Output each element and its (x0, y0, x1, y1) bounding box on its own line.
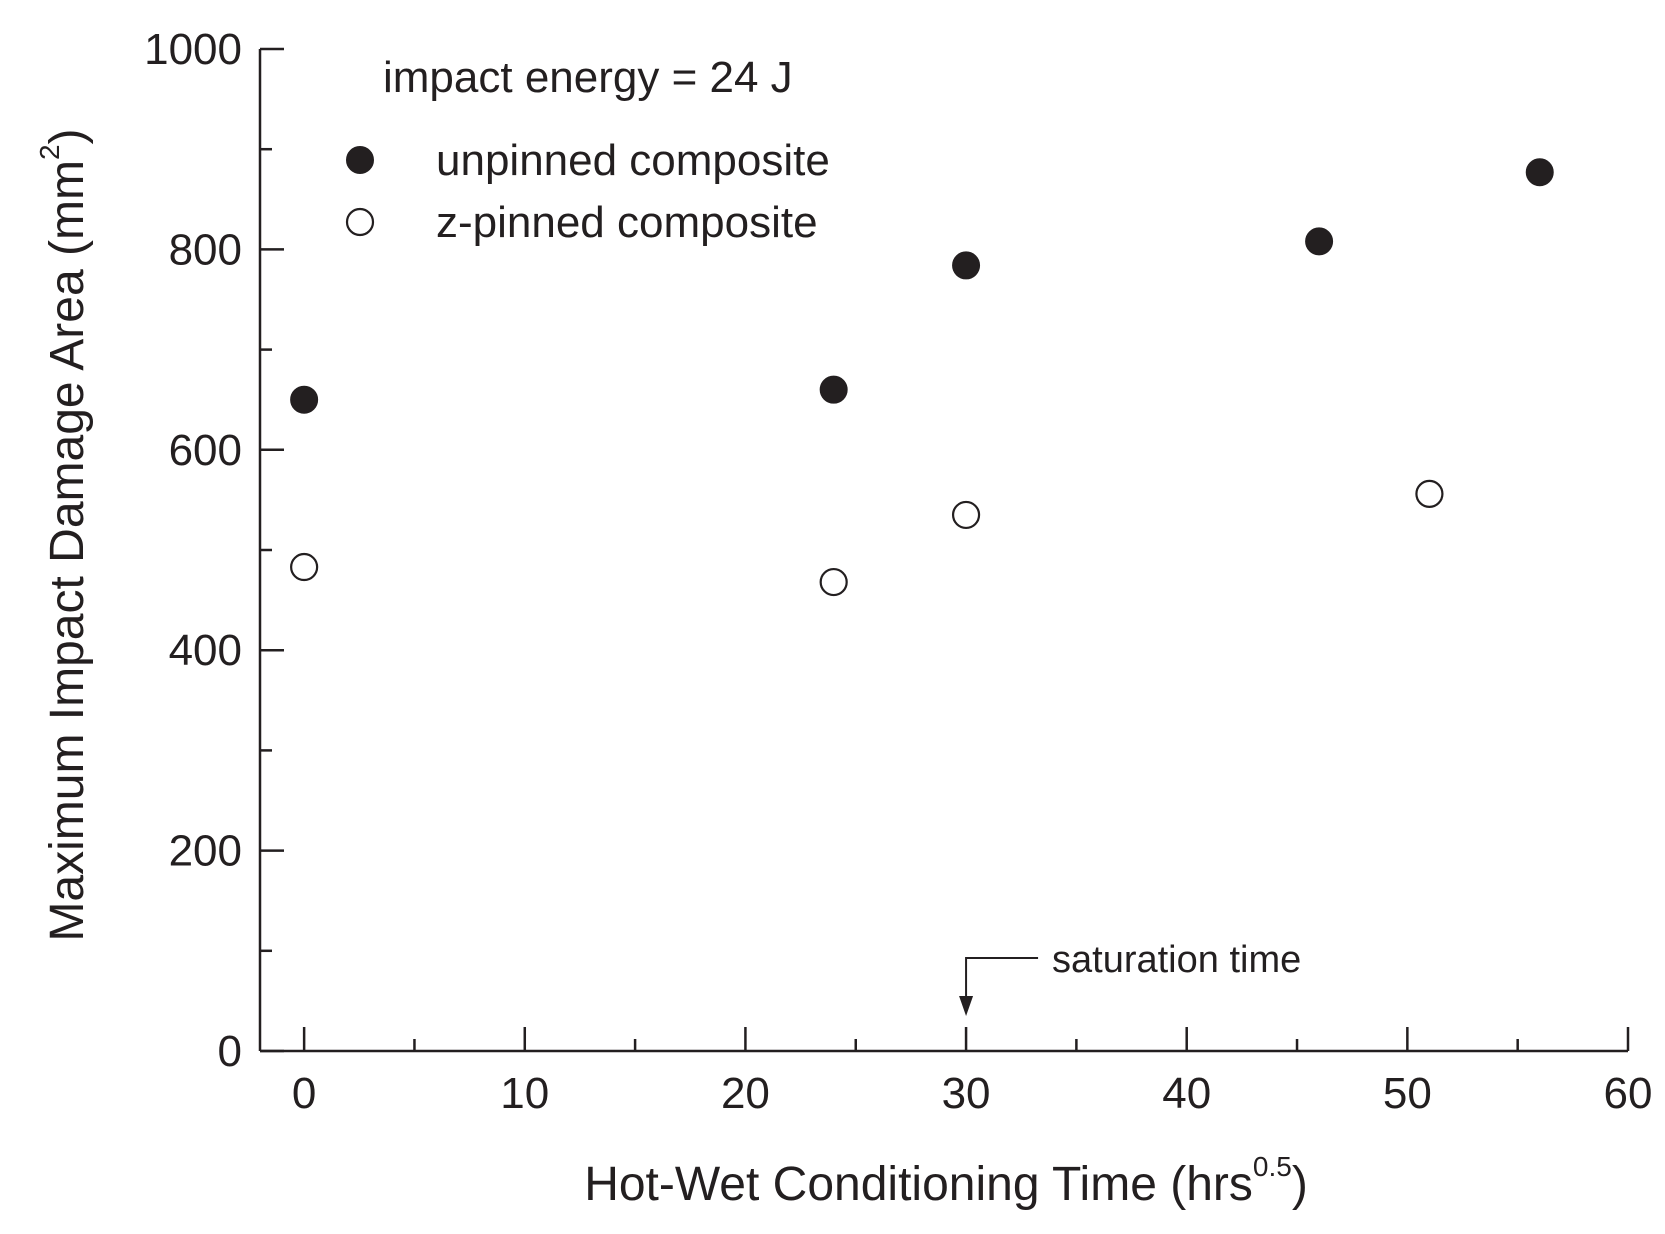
y-axis-title: Maximum Impact Damage Area (mm2) (34, 128, 94, 941)
data-points (290, 158, 1554, 597)
zpinned-point (290, 552, 319, 582)
saturation-arrow-icon (959, 996, 974, 1016)
y-tick-label: 600 (169, 426, 242, 475)
saturation-annotation: saturation time (959, 939, 1301, 1016)
saturation-leader-line (965, 957, 1039, 1000)
unpinned-point (290, 385, 319, 414)
saturation-label: saturation time (1052, 939, 1301, 981)
x-tick-label: 50 (1383, 1069, 1432, 1118)
y-tick-label: 1000 (144, 25, 242, 74)
y-axis-title-main: Maximum Impact Damage Area (mm (41, 160, 94, 942)
zpinned-point (819, 567, 848, 597)
y-tick-label: 200 (169, 827, 242, 876)
x-axis-title-superscript: 0.5 (1253, 1151, 1292, 1182)
x-tick-label: 60 (1604, 1069, 1653, 1118)
unpinned-point (1525, 158, 1554, 187)
zpinned-point (951, 500, 981, 530)
legend-marker-unpinned (346, 146, 374, 174)
legend-marker-zpinned (345, 207, 375, 237)
unpinned-point (819, 375, 848, 404)
zpinned-point (1415, 479, 1444, 508)
x-axis-title-close: ) (1292, 1158, 1308, 1211)
unpinned-point (1305, 227, 1334, 256)
legend-label-zpinned: z-pinned composite (436, 198, 818, 247)
x-tick-label: 10 (500, 1069, 549, 1118)
unpinned-point (952, 251, 981, 280)
tick-labels: 0 200 400 600 800 1000 0 10 20 30 40 50 60 (144, 25, 1652, 1118)
y-tick-label: 800 (169, 225, 242, 274)
y-tick-label: 400 (169, 626, 242, 675)
x-tick-label: 20 (721, 1069, 770, 1118)
x-tick-label: 0 (292, 1069, 316, 1118)
ticks (260, 47, 1630, 1053)
annotation-title: impact energy = 24 J (383, 53, 793, 102)
y-axis-title-close: ) (41, 128, 94, 144)
x-tick-label: 40 (1162, 1069, 1211, 1118)
y-tick-label: 0 (218, 1027, 242, 1076)
legend: unpinned composite z-pinned composite (345, 136, 830, 247)
y-axis-title-superscript: 2 (34, 144, 65, 160)
x-axis-title: Hot-Wet Conditioning Time (hrs0.5) (584, 1151, 1308, 1211)
x-axis-title-main: Hot-Wet Conditioning Time (hrs (584, 1158, 1253, 1211)
legend-label-unpinned: unpinned composite (436, 136, 830, 185)
x-tick-label: 30 (942, 1069, 991, 1118)
